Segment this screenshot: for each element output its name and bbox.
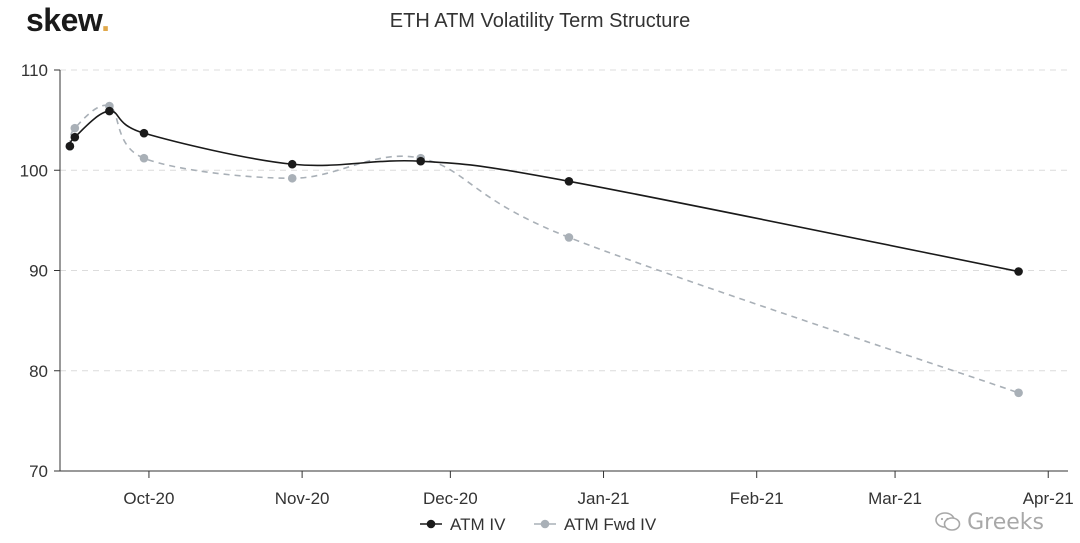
data-point-atm-iv	[105, 106, 114, 116]
series-line-atm-fwd-iv	[69, 104, 1019, 394]
data-point-atm-iv	[65, 141, 75, 151]
x-tick-label: Apr-21	[1023, 489, 1074, 508]
chart-title: ETH ATM Volatility Term Structure	[389, 10, 691, 32]
data-point-atm-iv	[139, 128, 149, 138]
y-tick-label: 80	[29, 362, 48, 381]
data-point-atm-fwd-iv	[564, 233, 574, 242]
x-tick-label: Feb-21	[730, 489, 784, 508]
y-tick-label: 70	[29, 462, 48, 481]
legend[interactable]: ATM IV ATM Fwd IV	[420, 515, 657, 534]
x-tick-label: Mar-21	[868, 489, 922, 508]
data-point-atm-iv	[1014, 267, 1023, 276]
logo-text: skew	[26, 2, 102, 38]
legend-swatch-dot-atm-fwd-iv	[540, 519, 550, 529]
series-group	[65, 101, 1023, 398]
wechat-icon	[935, 512, 961, 531]
legend-label-atm-iv: ATM IV	[450, 515, 506, 534]
watermark: Greeks	[935, 510, 1044, 535]
data-point-atm-fwd-iv	[139, 153, 149, 163]
y-tick-label: 110	[21, 61, 48, 80]
data-point-atm-iv	[70, 132, 80, 142]
skew-logo: skew.	[26, 2, 110, 39]
logo-dot: .	[101, 2, 110, 38]
watermark-text: Greeks	[967, 510, 1044, 535]
data-point-atm-fwd-iv	[70, 123, 80, 133]
data-point-atm-iv	[564, 176, 574, 186]
data-point-atm-fwd-iv	[1014, 388, 1023, 398]
data-point-atm-iv	[287, 159, 297, 169]
y-axis-ticks: 70 80 90 100 110	[20, 61, 60, 481]
x-tick-label: Jan-21	[578, 489, 630, 508]
series-line-atm-iv	[69, 110, 1019, 273]
y-tick-label: 90	[29, 262, 48, 281]
data-point-atm-iv	[416, 156, 426, 166]
x-tick-label: Nov-20	[275, 489, 330, 508]
axes	[59, 70, 1068, 472]
x-tick-label: Oct-20	[123, 489, 174, 508]
x-axis-ticks: Oct-20 Nov-20 Dec-20 Jan-21 Feb-21 Mar-21 Apr-…	[123, 471, 1074, 508]
y-tick-label: 100	[20, 161, 48, 180]
legend-label-atm-fwd-iv: ATM Fwd IV	[564, 515, 657, 534]
grid-lines	[60, 69, 1068, 372]
x-tick-label: Dec-20	[423, 489, 478, 508]
legend-swatch-dot-atm-iv	[426, 519, 436, 529]
data-point-atm-fwd-iv	[287, 173, 297, 183]
